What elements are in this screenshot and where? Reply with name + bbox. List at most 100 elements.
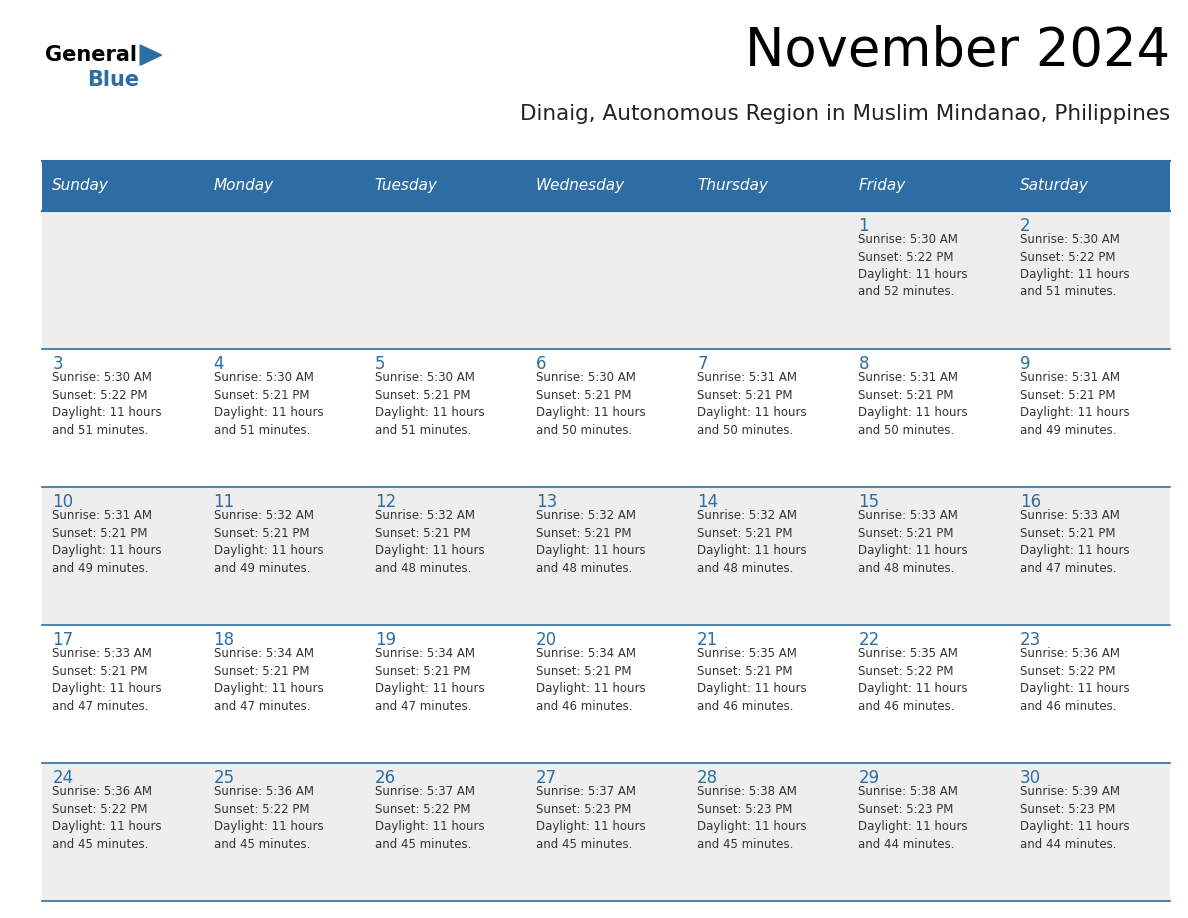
Text: Sunrise: 5:34 AM: Sunrise: 5:34 AM xyxy=(214,647,314,660)
Bar xyxy=(1009,487,1170,625)
Text: Daylight: 11 hours: Daylight: 11 hours xyxy=(52,821,162,834)
Text: Sunrise: 5:32 AM: Sunrise: 5:32 AM xyxy=(214,509,314,522)
Text: Wednesday: Wednesday xyxy=(536,178,625,194)
Bar xyxy=(687,625,848,764)
Text: Sunrise: 5:30 AM: Sunrise: 5:30 AM xyxy=(52,371,152,385)
Text: 28: 28 xyxy=(697,769,719,787)
Bar xyxy=(525,161,687,211)
Text: Sunset: 5:21 PM: Sunset: 5:21 PM xyxy=(1019,388,1116,402)
Text: 16: 16 xyxy=(1019,493,1041,510)
Text: November 2024: November 2024 xyxy=(745,25,1170,76)
Text: Sunset: 5:21 PM: Sunset: 5:21 PM xyxy=(697,527,792,540)
Bar xyxy=(42,349,203,487)
Text: Sunset: 5:21 PM: Sunset: 5:21 PM xyxy=(859,527,954,540)
Text: Daylight: 11 hours: Daylight: 11 hours xyxy=(859,821,968,834)
Bar xyxy=(1009,211,1170,349)
Text: and 48 minutes.: and 48 minutes. xyxy=(374,562,472,575)
Bar xyxy=(525,487,687,625)
Text: Monday: Monday xyxy=(214,178,273,194)
Bar xyxy=(1009,161,1170,211)
Text: 22: 22 xyxy=(859,631,879,649)
Text: 23: 23 xyxy=(1019,631,1041,649)
Bar xyxy=(42,625,203,764)
Text: 21: 21 xyxy=(697,631,719,649)
Text: and 45 minutes.: and 45 minutes. xyxy=(536,838,632,851)
Text: 12: 12 xyxy=(374,493,396,510)
Text: Sunset: 5:21 PM: Sunset: 5:21 PM xyxy=(859,388,954,402)
Text: Sunrise: 5:34 AM: Sunrise: 5:34 AM xyxy=(536,647,636,660)
Text: Thursday: Thursday xyxy=(697,178,769,194)
Text: and 47 minutes.: and 47 minutes. xyxy=(52,700,148,712)
Bar xyxy=(203,349,364,487)
Text: Sunrise: 5:38 AM: Sunrise: 5:38 AM xyxy=(697,786,797,799)
Text: Sunrise: 5:32 AM: Sunrise: 5:32 AM xyxy=(374,509,475,522)
Text: Sunset: 5:21 PM: Sunset: 5:21 PM xyxy=(536,388,632,402)
Text: Sunset: 5:22 PM: Sunset: 5:22 PM xyxy=(1019,665,1116,677)
Text: Daylight: 11 hours: Daylight: 11 hours xyxy=(214,544,323,557)
Text: Sunset: 5:21 PM: Sunset: 5:21 PM xyxy=(697,665,792,677)
Text: Sunrise: 5:37 AM: Sunrise: 5:37 AM xyxy=(374,786,475,799)
Text: Sunset: 5:22 PM: Sunset: 5:22 PM xyxy=(859,665,954,677)
Text: 8: 8 xyxy=(859,354,868,373)
Text: Sunrise: 5:33 AM: Sunrise: 5:33 AM xyxy=(52,647,152,660)
Text: Daylight: 11 hours: Daylight: 11 hours xyxy=(52,682,162,695)
Text: Sunset: 5:21 PM: Sunset: 5:21 PM xyxy=(214,388,309,402)
Text: 10: 10 xyxy=(52,493,74,510)
Text: and 46 minutes.: and 46 minutes. xyxy=(1019,700,1117,712)
Bar xyxy=(848,161,1009,211)
Bar xyxy=(42,211,203,349)
Text: and 48 minutes.: and 48 minutes. xyxy=(536,562,632,575)
Text: Sunrise: 5:32 AM: Sunrise: 5:32 AM xyxy=(697,509,797,522)
Text: and 51 minutes.: and 51 minutes. xyxy=(214,423,310,437)
Text: 7: 7 xyxy=(697,354,708,373)
Text: Sunset: 5:21 PM: Sunset: 5:21 PM xyxy=(374,527,470,540)
Text: Daylight: 11 hours: Daylight: 11 hours xyxy=(697,544,807,557)
Text: 27: 27 xyxy=(536,769,557,787)
Text: Sunrise: 5:30 AM: Sunrise: 5:30 AM xyxy=(536,371,636,385)
Text: Daylight: 11 hours: Daylight: 11 hours xyxy=(214,406,323,420)
Text: Sunset: 5:23 PM: Sunset: 5:23 PM xyxy=(1019,803,1116,816)
Bar xyxy=(525,211,687,349)
Text: Sunset: 5:22 PM: Sunset: 5:22 PM xyxy=(1019,251,1116,263)
Text: Sunset: 5:23 PM: Sunset: 5:23 PM xyxy=(697,803,792,816)
Text: Daylight: 11 hours: Daylight: 11 hours xyxy=(1019,682,1130,695)
Text: Daylight: 11 hours: Daylight: 11 hours xyxy=(697,406,807,420)
Text: Sunrise: 5:36 AM: Sunrise: 5:36 AM xyxy=(1019,647,1119,660)
Text: Sunrise: 5:32 AM: Sunrise: 5:32 AM xyxy=(536,509,636,522)
Bar xyxy=(525,349,687,487)
Bar xyxy=(848,625,1009,764)
Text: 5: 5 xyxy=(374,354,385,373)
Text: Daylight: 11 hours: Daylight: 11 hours xyxy=(374,821,485,834)
Text: Sunrise: 5:30 AM: Sunrise: 5:30 AM xyxy=(374,371,474,385)
Text: and 45 minutes.: and 45 minutes. xyxy=(214,838,310,851)
Text: and 45 minutes.: and 45 minutes. xyxy=(52,838,148,851)
Text: Sunset: 5:21 PM: Sunset: 5:21 PM xyxy=(374,665,470,677)
Bar xyxy=(848,349,1009,487)
Text: Sunset: 5:22 PM: Sunset: 5:22 PM xyxy=(52,388,147,402)
Text: and 51 minutes.: and 51 minutes. xyxy=(52,423,148,437)
Bar xyxy=(203,161,364,211)
Text: Daylight: 11 hours: Daylight: 11 hours xyxy=(1019,544,1130,557)
Text: Daylight: 11 hours: Daylight: 11 hours xyxy=(52,406,162,420)
Bar xyxy=(1009,764,1170,901)
Text: and 46 minutes.: and 46 minutes. xyxy=(697,700,794,712)
Text: 30: 30 xyxy=(1019,769,1041,787)
Text: 25: 25 xyxy=(214,769,234,787)
Text: Sunset: 5:21 PM: Sunset: 5:21 PM xyxy=(697,388,792,402)
Text: 2: 2 xyxy=(1019,217,1030,235)
Text: and 50 minutes.: and 50 minutes. xyxy=(697,423,794,437)
Text: and 49 minutes.: and 49 minutes. xyxy=(1019,423,1117,437)
Bar xyxy=(525,764,687,901)
Text: 11: 11 xyxy=(214,493,235,510)
Bar xyxy=(364,487,525,625)
Text: Sunrise: 5:31 AM: Sunrise: 5:31 AM xyxy=(52,509,152,522)
Text: Blue: Blue xyxy=(87,70,139,90)
Text: Sunset: 5:21 PM: Sunset: 5:21 PM xyxy=(52,527,147,540)
Text: 1: 1 xyxy=(859,217,870,235)
Bar xyxy=(203,625,364,764)
Bar xyxy=(203,211,364,349)
Text: General: General xyxy=(45,45,137,65)
Text: Sunrise: 5:31 AM: Sunrise: 5:31 AM xyxy=(1019,371,1119,385)
Text: Sunday: Sunday xyxy=(52,178,109,194)
Text: Sunrise: 5:30 AM: Sunrise: 5:30 AM xyxy=(859,233,959,246)
